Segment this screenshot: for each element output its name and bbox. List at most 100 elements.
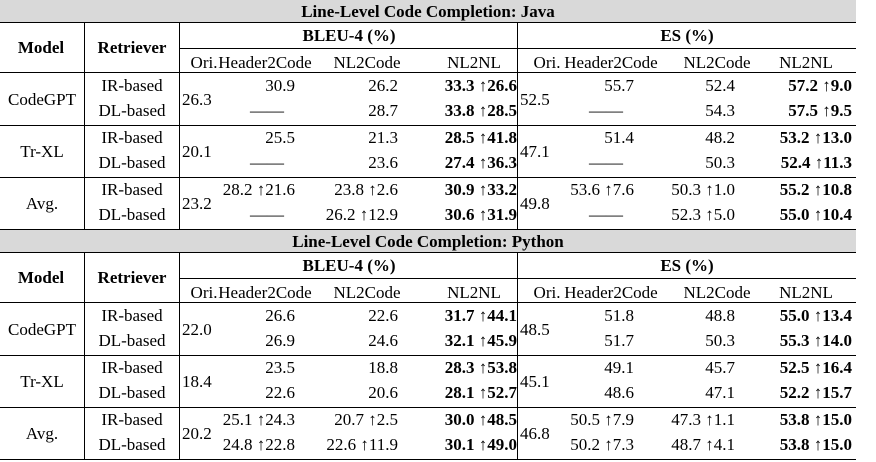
- column-divider: [179, 22, 180, 230]
- value-cell-nl2nl: 28.3 ↑53.8: [444, 358, 517, 377]
- table-bottom-rule: [0, 459, 856, 460]
- column-divider: [517, 22, 518, 230]
- column-header: NL2NL: [447, 53, 501, 72]
- column-header: Header2Code: [564, 53, 658, 72]
- column-header: Ori.: [533, 53, 561, 72]
- retriever-cell: DL-based: [98, 205, 166, 224]
- group-rule: [0, 407, 856, 408]
- retriever-cell: IR-based: [101, 180, 163, 199]
- header-bleu: BLEU-4 (%): [302, 256, 396, 275]
- value-cell-nl2c: 20.7 ↑2.5: [334, 410, 398, 429]
- section-title: Line-Level Code Completion: Python: [292, 232, 564, 251]
- value-cell-nl2c: 24.6: [368, 331, 398, 350]
- value-cell-es-h2c: ——: [589, 153, 623, 172]
- section-rule: [0, 252, 856, 253]
- bleu-ori-cell: 20.1: [182, 142, 212, 161]
- bleu-ori-cell: 23.2: [182, 194, 212, 213]
- value-cell-es-nl2c: 48.8: [705, 306, 735, 325]
- column-header: NL2NL: [447, 283, 501, 302]
- value-cell-nl2c: 21.3: [368, 128, 398, 147]
- retriever-cell: IR-based: [101, 410, 163, 429]
- header-es: ES (%): [660, 256, 714, 275]
- column-header: NL2NL: [779, 283, 833, 302]
- value-cell-es-h2c: 51.4: [604, 128, 634, 147]
- header-es: ES (%): [660, 26, 714, 45]
- section-title-band: [0, 0, 856, 22]
- value-cell-es-nl2nl: 52.4 ↑11.3: [780, 153, 852, 172]
- value-cell-es-nl2nl: 57.2 ↑9.0: [788, 76, 852, 95]
- retriever-cell: DL-based: [98, 435, 166, 454]
- value-cell-h2c: 26.9: [265, 331, 295, 350]
- value-cell-nl2nl: 32.1 ↑45.9: [444, 331, 517, 350]
- column-header: Ori.: [533, 283, 561, 302]
- value-cell-es-h2c: 48.6: [604, 383, 634, 402]
- value-cell-nl2nl: 33.8 ↑28.5: [444, 101, 517, 120]
- value-cell-h2c: 28.2 ↑21.6: [222, 180, 295, 199]
- section-title: Line-Level Code Completion: Java: [301, 2, 555, 21]
- value-cell-es-nl2nl: 55.0 ↑13.4: [779, 306, 852, 325]
- value-cell-nl2c: 22.6 ↑11.9: [326, 435, 398, 454]
- value-cell-es-nl2c: 47.1: [705, 383, 735, 402]
- value-cell-nl2c: 23.6: [368, 153, 398, 172]
- group-rule: [0, 177, 856, 178]
- value-cell-nl2c: 28.7: [368, 101, 398, 120]
- header-retriever: Retriever: [97, 38, 167, 57]
- value-cell-h2c: 24.8 ↑22.8: [222, 435, 295, 454]
- section-rule: [0, 22, 856, 23]
- column-header: Header2Code: [218, 53, 312, 72]
- value-cell-nl2nl: 30.9 ↑33.2: [444, 180, 517, 199]
- column-divider: [517, 252, 518, 460]
- column-divider: [84, 252, 85, 460]
- value-cell-nl2c: 20.6: [368, 383, 398, 402]
- header-bleu: BLEU-4 (%): [302, 26, 396, 45]
- value-cell-nl2nl: 30.0 ↑48.5: [444, 410, 517, 429]
- column-header: Ori.: [190, 283, 218, 302]
- value-cell-nl2nl: 31.7 ↑44.1: [444, 306, 517, 325]
- value-cell-es-nl2c: 45.7: [705, 358, 735, 377]
- value-cell-es-h2c: 50.2 ↑7.3: [570, 435, 634, 454]
- value-cell-es-nl2nl: 55.0 ↑10.4: [779, 205, 852, 224]
- column-header: Ori.: [190, 53, 218, 72]
- value-cell-es-h2c: 51.8: [604, 306, 634, 325]
- value-cell-nl2nl: 28.5 ↑41.8: [444, 128, 517, 147]
- value-cell-h2c: ——: [250, 153, 284, 172]
- group-rule: [0, 125, 856, 126]
- bleu-ori-cell: 20.2: [182, 424, 212, 443]
- value-cell-nl2nl: 27.4 ↑36.3: [444, 153, 517, 172]
- value-cell-es-nl2c: 52.4: [705, 76, 735, 95]
- value-cell-h2c: ——: [250, 101, 284, 120]
- header-rule: [0, 72, 856, 73]
- value-cell-es-h2c: 55.7: [604, 76, 634, 95]
- value-cell-es-nl2nl: 52.5 ↑16.4: [779, 358, 852, 377]
- es-ori-cell: 48.5: [520, 320, 550, 339]
- value-cell-nl2c: 26.2 ↑12.9: [325, 205, 398, 224]
- value-cell-nl2c: 22.6: [368, 306, 398, 325]
- value-cell-es-nl2nl: 52.2 ↑15.7: [779, 383, 852, 402]
- value-cell-es-nl2c: 52.3 ↑5.0: [671, 205, 735, 224]
- value-cell-es-h2c: ——: [589, 205, 623, 224]
- column-header: NL2Code: [683, 53, 751, 72]
- value-cell-es-nl2c: 48.7 ↑4.1: [671, 435, 735, 454]
- value-cell-es-nl2c: 54.3: [705, 101, 735, 120]
- bleu-ori-cell: 22.0: [182, 320, 212, 339]
- value-cell-es-nl2c: 50.3: [705, 331, 735, 350]
- value-cell-h2c: 25.1 ↑24.3: [222, 410, 295, 429]
- retriever-cell: DL-based: [98, 331, 166, 350]
- value-cell-nl2c: 18.8: [368, 358, 398, 377]
- model-name: CodeGPT: [8, 320, 76, 339]
- value-cell-es-nl2c: 50.3 ↑1.0: [671, 180, 735, 199]
- value-cell-es-nl2c: 48.2: [705, 128, 735, 147]
- value-cell-es-h2c: 50.5 ↑7.9: [570, 410, 634, 429]
- column-header: NL2Code: [333, 283, 401, 302]
- value-cell-h2c: 26.6: [265, 306, 295, 325]
- retriever-cell: IR-based: [101, 128, 163, 147]
- value-cell-h2c: ——: [250, 205, 284, 224]
- header-model: Model: [17, 38, 65, 57]
- column-header: Header2Code: [218, 283, 312, 302]
- model-name: Avg.: [25, 424, 59, 443]
- value-cell-h2c: 22.6: [265, 383, 295, 402]
- value-cell-h2c: 30.9: [265, 76, 295, 95]
- value-cell-es-h2c: ——: [589, 101, 623, 120]
- value-cell-es-nl2c: 47.3 ↑1.1: [671, 410, 735, 429]
